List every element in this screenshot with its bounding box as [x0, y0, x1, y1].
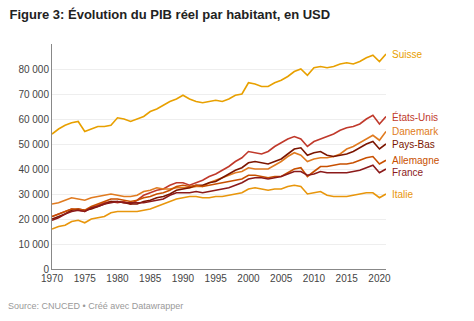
svg-text:1985: 1985	[139, 273, 162, 284]
svg-text:10 000: 10 000	[18, 239, 49, 250]
svg-text:1970: 1970	[41, 273, 64, 284]
svg-text:Source: CNUCED • Créé avec Dat: Source: CNUCED • Créé avec Datawrapper	[8, 301, 183, 311]
svg-text:Italie: Italie	[392, 189, 414, 200]
svg-text:2000: 2000	[237, 273, 260, 284]
svg-text:40 000: 40 000	[18, 164, 49, 175]
svg-text:Suisse: Suisse	[392, 49, 422, 60]
svg-text:60 000: 60 000	[18, 114, 49, 125]
svg-text:1995: 1995	[205, 273, 228, 284]
svg-text:0: 0	[43, 264, 49, 275]
svg-text:2020: 2020	[368, 273, 391, 284]
svg-text:80 000: 80 000	[18, 64, 49, 75]
svg-text:Pays-Bas: Pays-Bas	[392, 139, 435, 150]
svg-text:2010: 2010	[303, 273, 326, 284]
svg-text:France: France	[392, 167, 424, 178]
svg-text:20 000: 20 000	[18, 214, 49, 225]
svg-text:1975: 1975	[74, 273, 97, 284]
svg-text:Allemagne: Allemagne	[392, 155, 440, 166]
svg-text:2015: 2015	[336, 273, 359, 284]
svg-text:États-Unis: États-Unis	[392, 111, 438, 123]
svg-text:70 000: 70 000	[18, 89, 49, 100]
svg-text:Figure 3: Évolution du PIB rée: Figure 3: Évolution du PIB réel par habi…	[9, 7, 330, 22]
svg-text:1980: 1980	[106, 273, 129, 284]
svg-text:30 000: 30 000	[18, 189, 49, 200]
svg-text:1990: 1990	[172, 273, 195, 284]
svg-text:Danemark: Danemark	[392, 126, 439, 137]
svg-text:2005: 2005	[270, 273, 293, 284]
svg-text:50 000: 50 000	[18, 139, 49, 150]
